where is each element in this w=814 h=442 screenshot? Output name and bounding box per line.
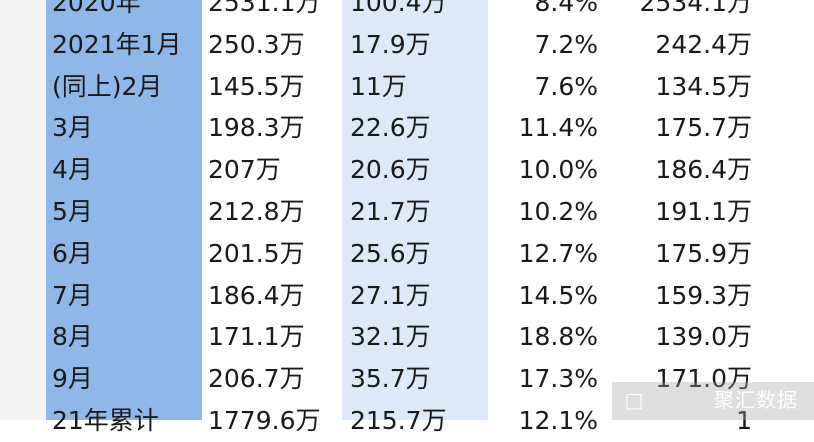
share-cell: 10.2% (518, 196, 598, 226)
exports-cell: 17.9万 (350, 29, 431, 59)
row-label: 8月 (52, 322, 93, 352)
row-label: 7月 (52, 280, 93, 310)
sales-cell: 207万 (208, 155, 281, 185)
table-row: 2020年 2531.1万 100.4万 8.4% 2534.1万 (0, 0, 814, 24)
sales-cell: 145.5万 (208, 71, 305, 101)
exports-cell: 20.6万 (350, 155, 431, 185)
share-cell: 7.6% (534, 71, 598, 101)
label-column-highlight (46, 0, 202, 420)
exports-column-highlight (342, 0, 488, 420)
share-cell: 18.8% (518, 322, 598, 352)
row-label: (同上)2月 (52, 71, 163, 101)
watermark-text: 聚汇数据 (714, 388, 798, 412)
table-row: 4月 207万 20.6万 10.0% 186.4万 (0, 149, 814, 191)
domestic-cell: 175.9万 (655, 238, 752, 268)
sales-cell: 212.8万 (208, 196, 305, 226)
sales-cell: 198.3万 (208, 113, 305, 143)
domestic-cell: 2534.1万 (639, 0, 752, 17)
domestic-cell: 171.0万 (655, 364, 752, 394)
row-label: 9月 (52, 364, 93, 394)
share-cell: 7.2% (534, 29, 598, 59)
table-row: 2021年1月 250.3万 17.9万 7.2% 242.4万 (0, 24, 814, 66)
exports-cell: 22.6万 (350, 113, 431, 143)
table-row: (同上)2月 145.5万 11万 7.6% 134.5万 (0, 66, 814, 108)
watermark-banner (612, 382, 814, 420)
table-row: 3月 198.3万 22.6万 11.4% 175.7万 (0, 107, 814, 149)
row-label: 3月 (52, 113, 93, 143)
exports-cell: 215.7万 (350, 405, 447, 435)
domestic-cell: 242.4万 (655, 29, 752, 59)
chart-icon: □ (624, 388, 644, 412)
row-label: 6月 (52, 238, 93, 268)
sales-cell: 201.5万 (208, 238, 305, 268)
table-row: 9月 206.7万 35.7万 17.3% 171.0万 (0, 358, 814, 400)
share-cell: 8.4% (534, 0, 598, 17)
share-cell: 14.5% (518, 280, 598, 310)
share-cell: 12.1% (518, 405, 598, 435)
sales-cell: 171.1万 (208, 322, 305, 352)
share-cell: 11.4% (518, 113, 598, 143)
row-label: 4月 (52, 155, 93, 185)
table-row: 8月 171.1万 32.1万 18.8% 139.0万 (0, 316, 814, 358)
sales-cell: 2531.1万 (208, 0, 321, 17)
domestic-cell: 175.7万 (655, 113, 752, 143)
exports-cell: 25.6万 (350, 238, 431, 268)
row-label: 5月 (52, 196, 93, 226)
exports-cell: 27.1万 (350, 280, 431, 310)
table-row: 7月 186.4万 27.1万 14.5% 159.3万 (0, 275, 814, 317)
domestic-cell: 186.4万 (655, 155, 752, 185)
exports-cell: 32.1万 (350, 322, 431, 352)
sales-cell: 250.3万 (208, 29, 305, 59)
sales-cell: 1779.6万 (208, 405, 321, 435)
domestic-cell: 191.1万 (655, 196, 752, 226)
row-label: 21年累计 (52, 405, 159, 435)
exports-cell: 35.7万 (350, 364, 431, 394)
share-cell: 12.7% (518, 238, 598, 268)
sales-cell: 186.4万 (208, 280, 305, 310)
table-row: 5月 212.8万 21.7万 10.2% 191.1万 (0, 191, 814, 233)
domestic-cell: 159.3万 (655, 280, 752, 310)
exports-cell: 11万 (350, 71, 407, 101)
row-label: 2020年 (52, 0, 141, 17)
share-cell: 10.0% (518, 155, 598, 185)
domestic-cell: 139.0万 (655, 322, 752, 352)
domestic-cell: 134.5万 (655, 71, 752, 101)
sales-cell: 206.7万 (208, 364, 305, 394)
row-label: 2021年1月 (52, 29, 182, 59)
table-row: 6月 201.5万 25.6万 12.7% 175.9万 (0, 233, 814, 275)
exports-cell: 100.4万 (350, 0, 447, 17)
share-cell: 17.3% (518, 364, 598, 394)
exports-cell: 21.7万 (350, 196, 431, 226)
